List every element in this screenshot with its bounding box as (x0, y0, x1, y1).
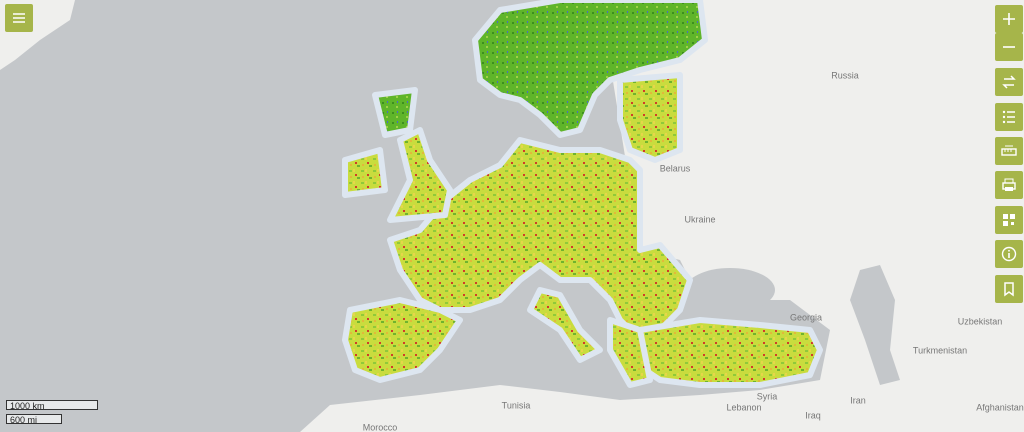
zoom-out-button[interactable] (995, 33, 1023, 61)
place-label: Uzbekistan (958, 316, 1003, 326)
scale-imperial: 600 mi (6, 414, 62, 425)
place-label: Russia (831, 70, 859, 80)
zoom-in-button[interactable] (995, 5, 1023, 33)
place-label: Syria (757, 391, 778, 401)
bookmark-button[interactable] (995, 275, 1023, 303)
info-button[interactable] (995, 240, 1023, 268)
place-label: Belarus (660, 163, 691, 173)
place-label: Iran (850, 395, 866, 405)
legend-button[interactable] (995, 103, 1023, 131)
place-label: Tunisia (502, 400, 531, 410)
qr-button[interactable] (995, 206, 1023, 234)
swap-button[interactable] (995, 68, 1023, 96)
place-label: Lebanon (726, 402, 761, 412)
place-label: Iraq (805, 410, 821, 420)
place-label: Georgia (790, 312, 822, 322)
print-button[interactable] (995, 171, 1023, 199)
place-label: Morocco (363, 422, 398, 432)
place-label: Ukraine (684, 214, 715, 224)
measure-button[interactable] (995, 137, 1023, 165)
menu-button[interactable] (5, 4, 33, 32)
scale-metric: 1000 km (6, 400, 98, 411)
place-label: Turkmenistan (913, 345, 967, 355)
place-label: Afghanistan (976, 402, 1024, 412)
